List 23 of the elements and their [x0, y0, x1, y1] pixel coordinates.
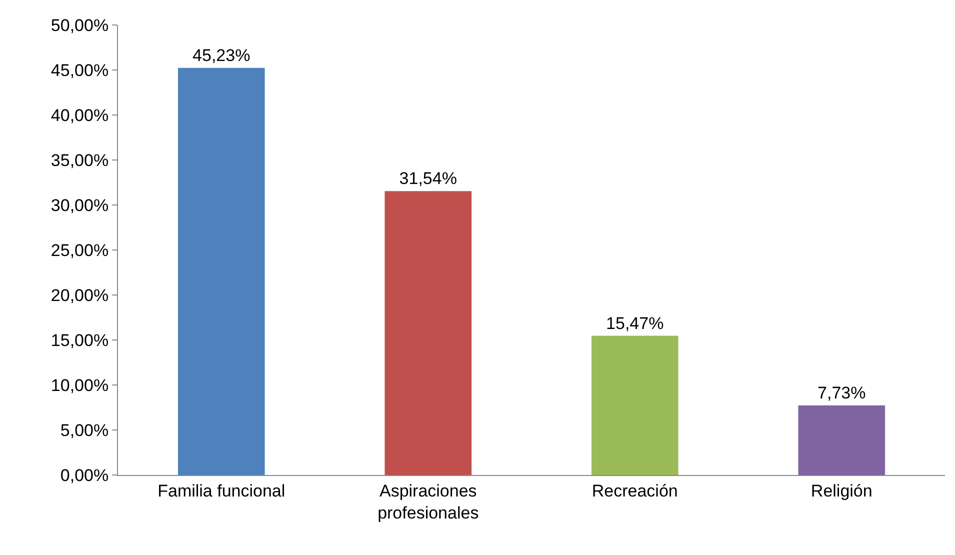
data-label: 31,54% — [399, 169, 457, 188]
y-tick-label: 5,00% — [60, 420, 109, 440]
x-tick-label: Religión — [810, 481, 872, 500]
y-tick-label: 45,00% — [50, 60, 109, 80]
x-tick-label: Aspiraciones profesionales — [378, 481, 479, 522]
y-tick-label: 0,00% — [60, 466, 109, 485]
bar — [178, 68, 265, 475]
y-tick-label: 40,00% — [50, 106, 109, 125]
data-label: 7,73% — [818, 383, 866, 402]
data-label: 15,47% — [606, 314, 664, 333]
y-tick-label: 20,00% — [50, 286, 109, 305]
y-tick-label: 15,00% — [50, 330, 109, 350]
bar — [591, 336, 678, 475]
x-tick-label: Familia funcional — [158, 481, 286, 500]
y-tick-label: 35,00% — [50, 150, 109, 170]
bar — [798, 405, 886, 475]
y-tick-label: 25,00% — [50, 240, 109, 260]
bar — [384, 191, 472, 475]
y-tick-label: 10,00% — [50, 376, 109, 395]
x-tick-label: Recreación — [592, 481, 678, 500]
y-tick-label: 50,00% — [50, 16, 109, 35]
y-tick-label: 30,00% — [50, 196, 109, 215]
data-label: 45,23% — [192, 46, 250, 65]
